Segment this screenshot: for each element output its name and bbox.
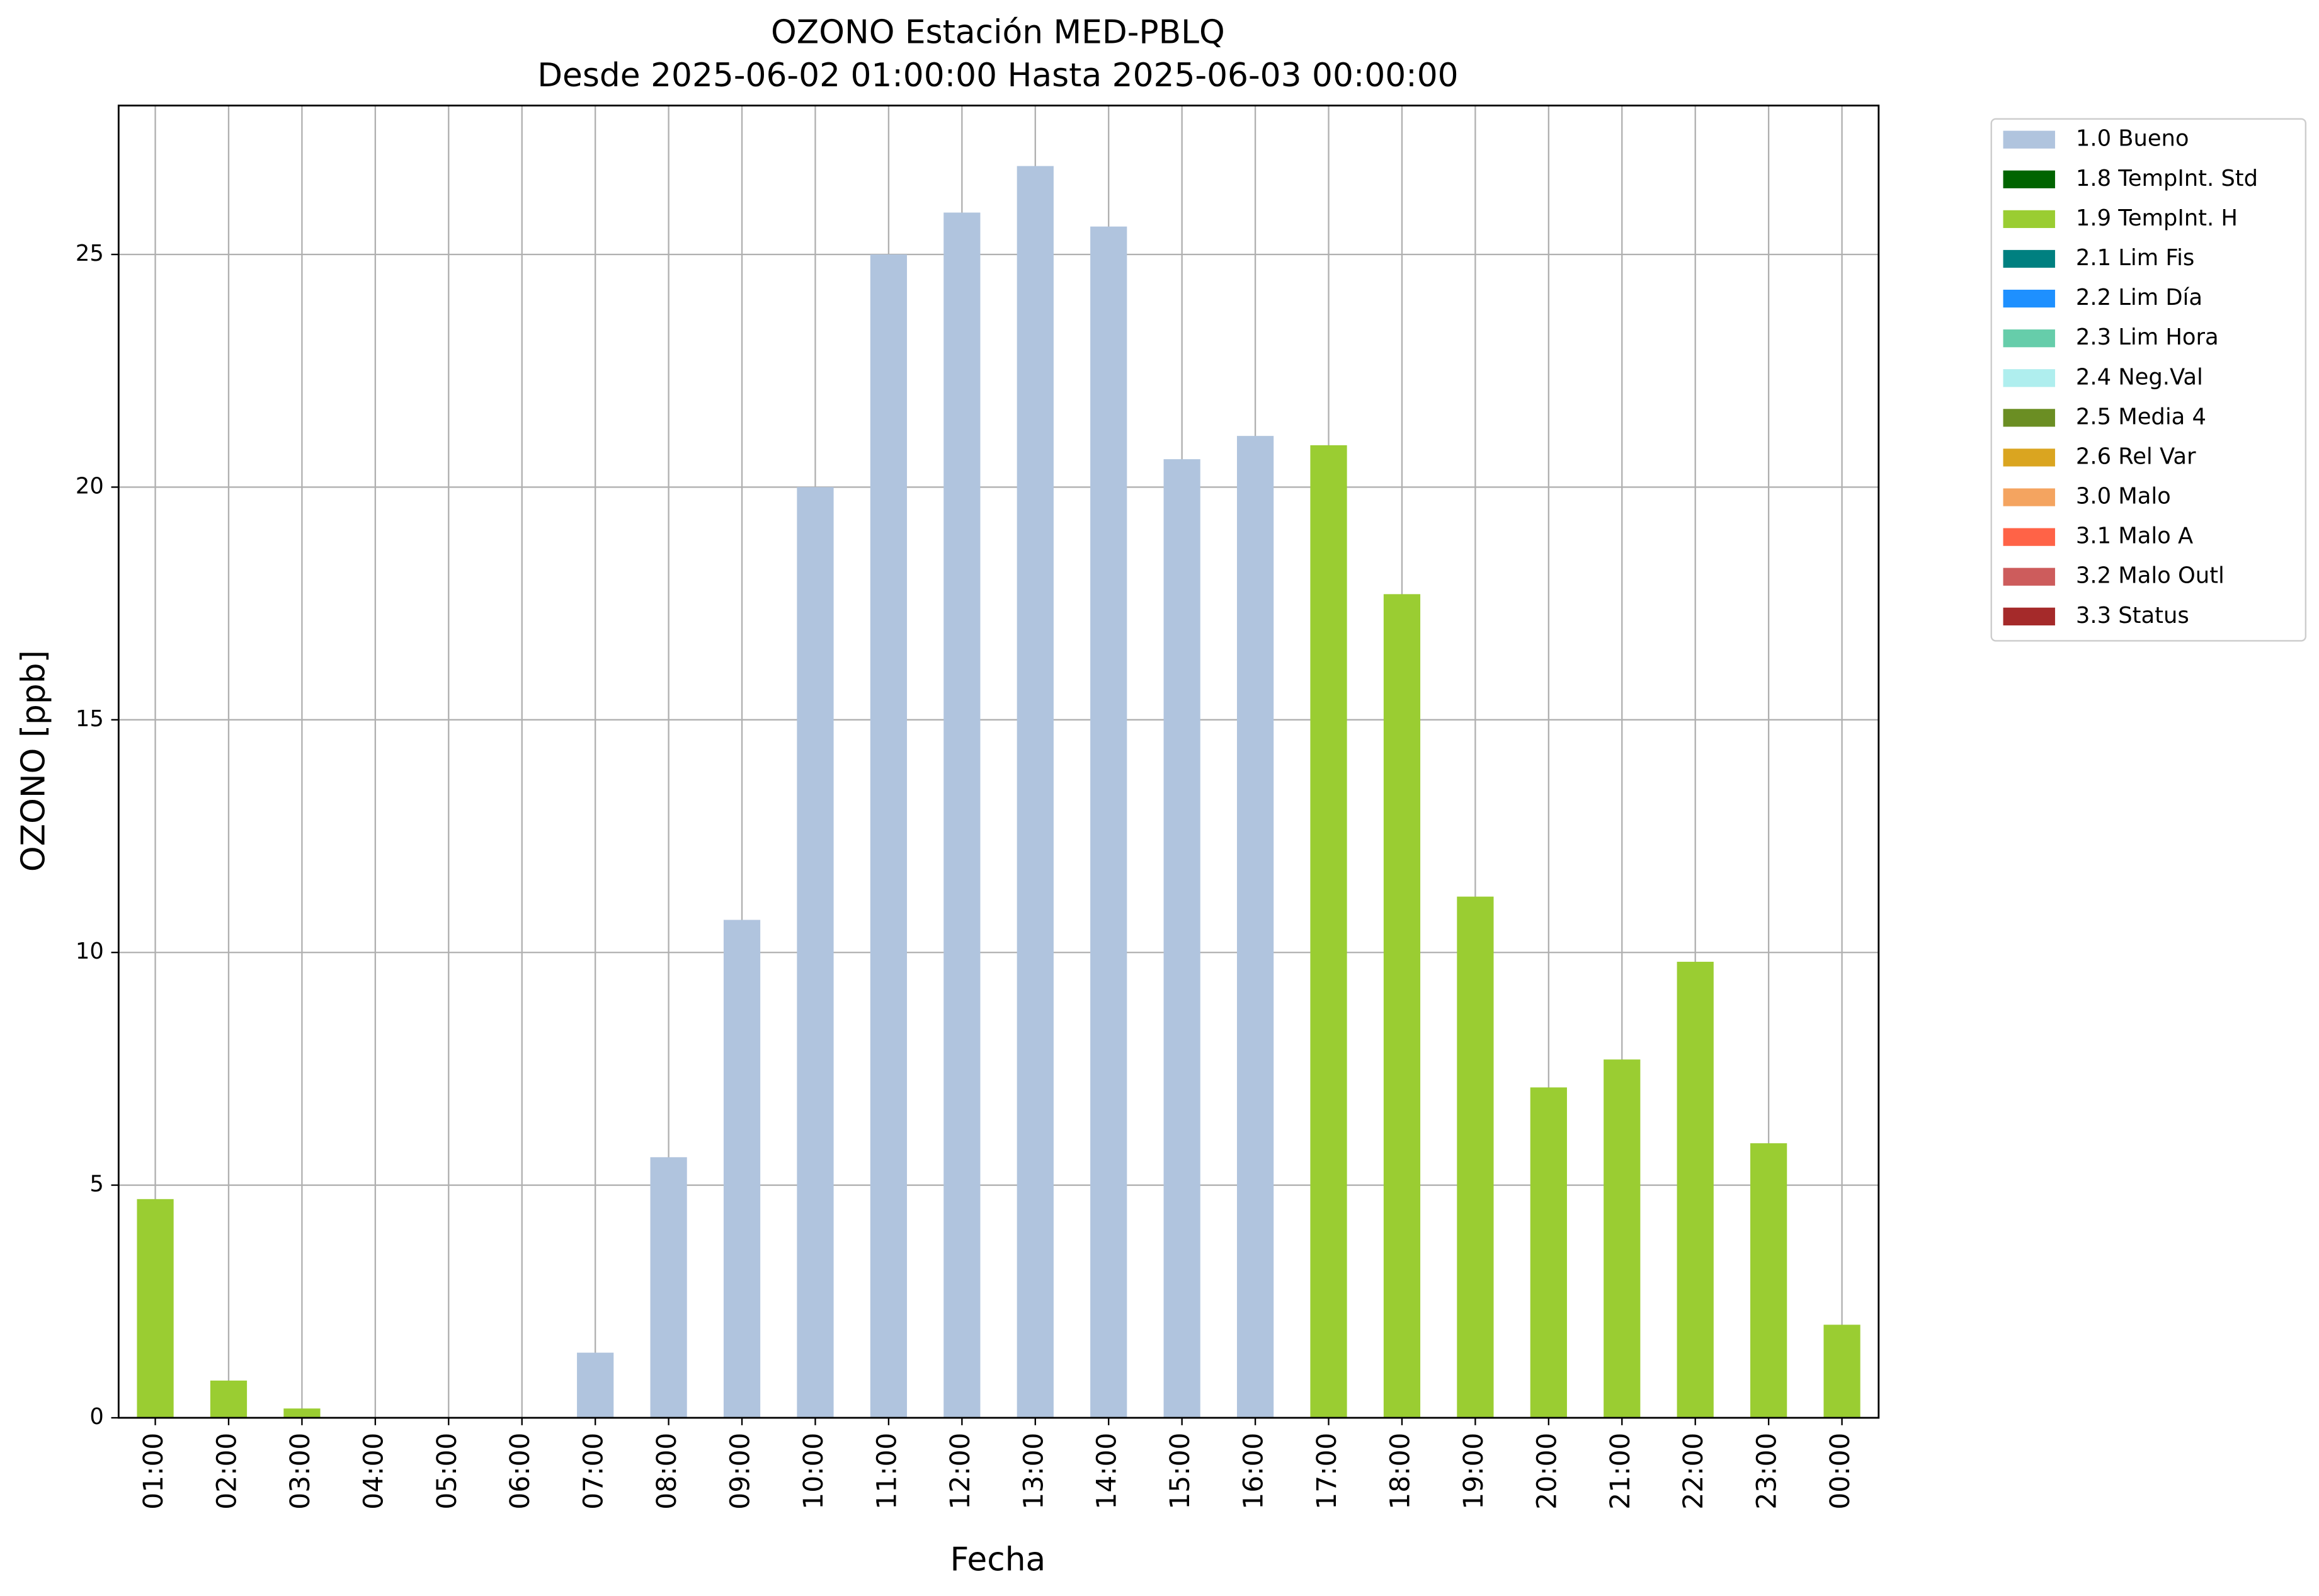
bar bbox=[797, 487, 834, 1418]
legend-label: 2.6 Rel Var bbox=[2076, 443, 2196, 469]
legend-label: 2.3 Lim Hora bbox=[2076, 324, 2219, 350]
bar bbox=[1677, 962, 1714, 1418]
x-tick-label: 08:00 bbox=[651, 1433, 682, 1510]
legend-swatch bbox=[2003, 488, 2055, 506]
legend-swatch bbox=[2003, 369, 2055, 387]
legend-swatch bbox=[2003, 329, 2055, 348]
bar bbox=[283, 1408, 321, 1418]
bar bbox=[1017, 166, 1054, 1418]
x-tick-label: 02:00 bbox=[211, 1433, 242, 1510]
plot-frame bbox=[117, 105, 1880, 1419]
bar bbox=[1457, 896, 1494, 1418]
x-axis-label: Fecha bbox=[950, 1541, 1046, 1578]
legend-label: 1.8 TempInt. Std bbox=[2076, 166, 2258, 191]
bar bbox=[1383, 594, 1421, 1418]
bar bbox=[1750, 1143, 1787, 1418]
legend-box bbox=[1990, 118, 2306, 642]
y-axis-label: OZONO [ppb] bbox=[15, 650, 53, 872]
y-tick-label: 15 bbox=[76, 706, 104, 732]
y-tick-label: 25 bbox=[76, 241, 104, 266]
legend: 1.0 Bueno 1.8 TempInt. Std 1.9 TempInt. H 2… bbox=[1990, 118, 2306, 642]
x-tick-label: 14:00 bbox=[1091, 1433, 1122, 1510]
x-tick-label: 03:00 bbox=[285, 1433, 316, 1510]
bar bbox=[870, 254, 908, 1418]
x-tick-label: 09:00 bbox=[725, 1433, 756, 1510]
x-tick-label: 23:00 bbox=[1752, 1433, 1782, 1510]
legend-swatch bbox=[2003, 289, 2055, 308]
x-tick-label: 07:00 bbox=[578, 1433, 609, 1510]
x-tick-label: 21:00 bbox=[1605, 1433, 1636, 1510]
bar bbox=[1090, 226, 1127, 1418]
y-tick-label: 10 bbox=[76, 938, 104, 964]
bar bbox=[1310, 445, 1347, 1418]
x-tick-label: 04:00 bbox=[358, 1433, 389, 1510]
legend-label: 3.2 Malo Outl bbox=[2076, 563, 2225, 589]
y-tick-label: 20 bbox=[76, 473, 104, 499]
bar bbox=[577, 1352, 614, 1418]
bars bbox=[137, 166, 1860, 1418]
legend-label: 3.0 Malo bbox=[2076, 484, 2171, 510]
x-tick-label: 10:00 bbox=[798, 1433, 829, 1510]
bar bbox=[1236, 436, 1274, 1418]
bar bbox=[210, 1380, 248, 1418]
x-tick-label: 12:00 bbox=[945, 1433, 976, 1510]
bar bbox=[137, 1199, 174, 1418]
bar bbox=[943, 212, 981, 1418]
x-tick-label: 17:00 bbox=[1311, 1433, 1342, 1510]
bar bbox=[1163, 459, 1200, 1418]
legend-label: 1.9 TempInt. H bbox=[2076, 205, 2238, 231]
legend-swatch bbox=[2003, 448, 2055, 467]
x-tick-label: 00:00 bbox=[1825, 1433, 1855, 1510]
chart-title: OZONO Estación MED-PBLQ bbox=[771, 14, 1225, 52]
x-tick-label: 05:00 bbox=[431, 1433, 462, 1510]
legend-label: 3.3 Status bbox=[2076, 603, 2189, 629]
bar bbox=[1530, 1087, 1567, 1418]
y-tick-label: 5 bbox=[89, 1171, 103, 1197]
legend-swatch bbox=[2003, 170, 2055, 188]
x-tick-label: 19:00 bbox=[1458, 1433, 1489, 1510]
legend-label: 2.5 Media 4 bbox=[2076, 404, 2206, 430]
legend-swatch bbox=[2003, 567, 2055, 586]
legend-label: 2.2 Lim Día bbox=[2076, 285, 2202, 311]
legend-swatch bbox=[2003, 249, 2055, 268]
bar bbox=[650, 1157, 687, 1418]
x-tick-label: 11:00 bbox=[871, 1433, 902, 1510]
x-tick-label: 15:00 bbox=[1165, 1433, 1195, 1510]
x-tick-label: 16:00 bbox=[1238, 1433, 1269, 1510]
y-tick-label: 0 bbox=[89, 1404, 103, 1430]
bar bbox=[1823, 1325, 1860, 1418]
bar bbox=[723, 920, 761, 1418]
legend-swatch bbox=[2003, 130, 2055, 149]
legend-label: 3.1 Malo A bbox=[2076, 523, 2193, 549]
x-tick-label: 13:00 bbox=[1018, 1433, 1049, 1510]
x-tick-label: 06:00 bbox=[504, 1433, 535, 1510]
chart-subtitle: Desde 2025-06-02 01:00:00 Hasta 2025-06-… bbox=[537, 57, 1458, 94]
x-tick-label: 18:00 bbox=[1384, 1433, 1415, 1510]
x-tick-label: 01:00 bbox=[138, 1433, 169, 1510]
x-tick-label: 20:00 bbox=[1531, 1433, 1562, 1510]
legend-label: 2.1 Lim Fis bbox=[2076, 245, 2194, 271]
x-tick-label: 22:00 bbox=[1678, 1433, 1709, 1510]
bar bbox=[1604, 1059, 1641, 1418]
legend-swatch bbox=[2003, 607, 2055, 625]
legend-label: 1.0 Bueno bbox=[2076, 126, 2189, 152]
legend-swatch bbox=[2003, 409, 2055, 427]
legend-swatch bbox=[2003, 210, 2055, 229]
legend-swatch bbox=[2003, 528, 2055, 546]
legend-label: 2.4 Neg.Val bbox=[2076, 364, 2203, 390]
